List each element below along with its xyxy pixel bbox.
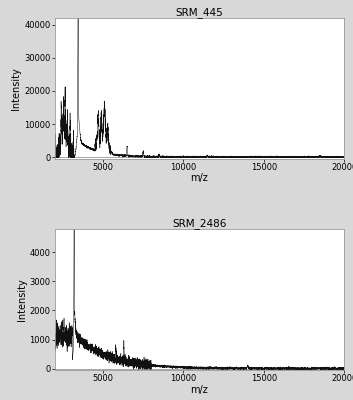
X-axis label: m/z: m/z <box>191 173 208 183</box>
Y-axis label: Intensity: Intensity <box>11 67 22 110</box>
Title: SRM_2486: SRM_2486 <box>172 218 227 229</box>
X-axis label: m/z: m/z <box>191 384 208 394</box>
Title: SRM_445: SRM_445 <box>175 7 223 18</box>
Y-axis label: Intensity: Intensity <box>17 278 26 321</box>
